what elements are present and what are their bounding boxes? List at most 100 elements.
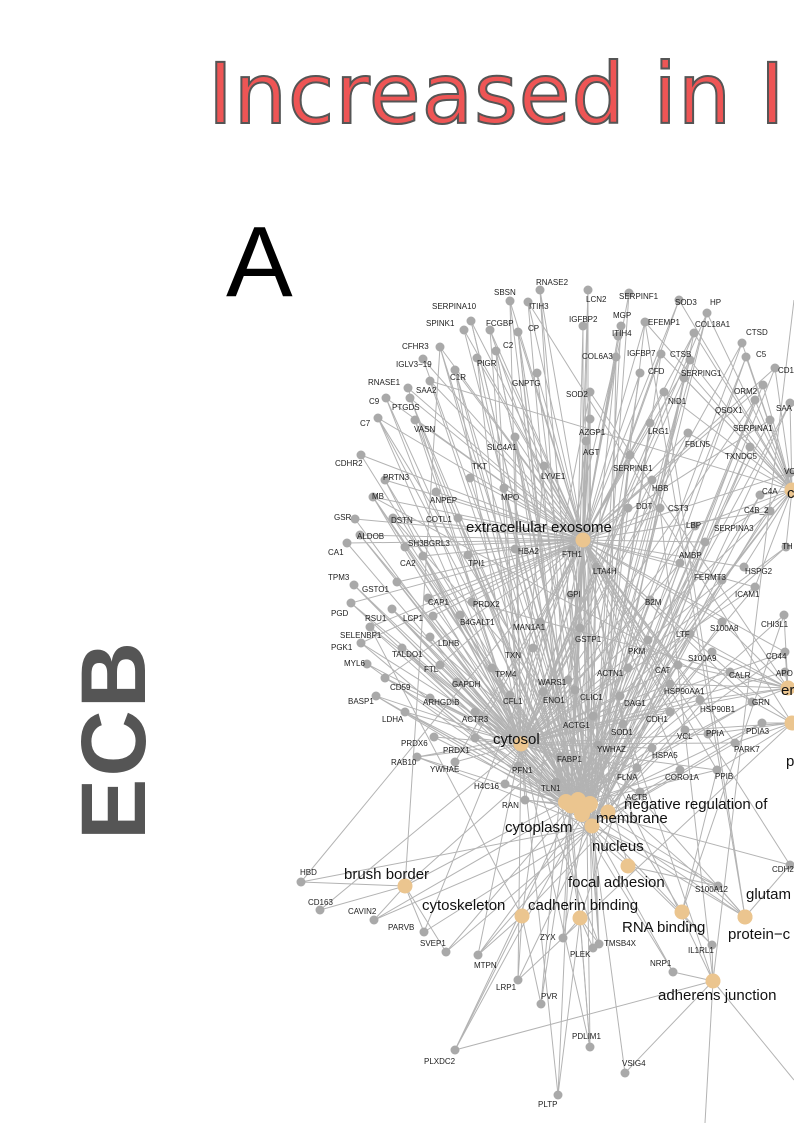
network-edge bbox=[582, 356, 617, 541]
network-edge bbox=[582, 539, 600, 945]
gene-node bbox=[535, 617, 545, 627]
gene-node bbox=[713, 881, 723, 891]
gene-label: PDLIM1 bbox=[572, 1032, 601, 1041]
network-edge bbox=[404, 539, 584, 548]
gene-label: CDH2 bbox=[772, 865, 794, 874]
gene-label: BASP1 bbox=[348, 697, 374, 706]
gene-label: PARVB bbox=[388, 923, 414, 932]
term-label: cadherin binding bbox=[528, 897, 638, 914]
network-edge bbox=[607, 711, 671, 813]
gene-label: CST3 bbox=[668, 504, 689, 513]
gene-node bbox=[583, 285, 593, 295]
gene-label: IL1RL1 bbox=[688, 946, 714, 955]
network-edge bbox=[520, 671, 786, 745]
gene-label: LBP bbox=[686, 521, 701, 530]
gene-label: VASN bbox=[414, 425, 435, 434]
network-edge bbox=[414, 419, 584, 541]
network-edge bbox=[591, 683, 671, 827]
network-edge bbox=[300, 539, 584, 883]
network-edge bbox=[570, 805, 591, 1048]
network-edge bbox=[471, 539, 584, 603]
edge-layer bbox=[300, 289, 794, 1123]
gene-label: MGP bbox=[613, 311, 631, 320]
gene-node bbox=[625, 450, 635, 460]
network-edge bbox=[454, 980, 714, 1051]
gene-node bbox=[350, 514, 360, 524]
gene-node bbox=[785, 398, 794, 408]
gene-node bbox=[342, 538, 352, 548]
network-edge bbox=[570, 667, 629, 807]
network-edge bbox=[369, 626, 523, 917]
gene-node bbox=[349, 580, 359, 590]
gene-label: LTF bbox=[676, 630, 690, 639]
gene-label: CA1 bbox=[328, 548, 344, 557]
page-title: Increased in I bbox=[207, 45, 786, 143]
network-edge bbox=[521, 791, 641, 917]
gene-node bbox=[585, 387, 595, 397]
gene-label: FTH1 bbox=[562, 550, 583, 559]
gene-label: ENO1 bbox=[543, 696, 565, 705]
network-edge bbox=[467, 539, 584, 556]
term-node-layer bbox=[397, 482, 794, 989]
gene-node bbox=[702, 308, 712, 318]
network-edge bbox=[520, 546, 787, 745]
term-node bbox=[705, 973, 721, 989]
network-edge bbox=[514, 436, 589, 807]
gene-node bbox=[315, 905, 325, 915]
network-edge bbox=[509, 694, 522, 745]
network-edge bbox=[591, 825, 719, 887]
gene-label: LCP1 bbox=[403, 614, 424, 623]
network-edge bbox=[520, 579, 723, 745]
gene-label: SERPINA3 bbox=[714, 524, 754, 533]
network-edge bbox=[582, 539, 629, 669]
gene-label: TLN1 bbox=[541, 784, 561, 793]
gene-node bbox=[467, 597, 477, 607]
gene-label: LRG1 bbox=[648, 427, 669, 436]
gene-label: FTL bbox=[424, 665, 439, 674]
gene-label: GRN bbox=[752, 698, 770, 707]
network-edge bbox=[372, 496, 522, 745]
gene-label: IGLV3−19 bbox=[396, 360, 432, 369]
network-edge bbox=[587, 356, 747, 807]
network-edge bbox=[582, 510, 771, 541]
gene-node bbox=[463, 550, 473, 560]
gene-label: S100A9 bbox=[688, 654, 717, 663]
gene-node bbox=[368, 492, 378, 502]
gene-node bbox=[703, 729, 713, 739]
term-node bbox=[674, 904, 690, 920]
gene-label: ACTG1 bbox=[563, 721, 590, 730]
term-label: cytoplasm bbox=[505, 819, 573, 836]
gene-label: TMSB4X bbox=[604, 939, 637, 948]
term-label: er bbox=[781, 682, 794, 699]
gene-label: CAT bbox=[655, 666, 671, 675]
network-edge bbox=[677, 664, 789, 689]
gene-node bbox=[611, 352, 621, 362]
gene-node bbox=[685, 629, 695, 639]
gene-label: SERPINB1 bbox=[613, 464, 653, 473]
gene-node bbox=[695, 695, 705, 705]
gene-node bbox=[575, 623, 585, 633]
network-edge bbox=[687, 432, 793, 491]
network-edge bbox=[582, 419, 771, 541]
network-edge bbox=[521, 915, 542, 1005]
network-edge bbox=[445, 805, 572, 953]
gene-label: SOD2 bbox=[566, 390, 588, 399]
network-edge bbox=[721, 621, 789, 689]
gene-node bbox=[499, 483, 509, 493]
gene-label: CHI3L1 bbox=[761, 620, 789, 629]
network-edge bbox=[582, 479, 653, 541]
network-edge bbox=[300, 881, 406, 887]
network-edge bbox=[582, 367, 776, 541]
gene-node bbox=[505, 296, 515, 306]
network-edge bbox=[570, 402, 791, 807]
network-edge bbox=[423, 539, 584, 933]
term-node bbox=[737, 909, 753, 925]
gene-label: PIGR bbox=[477, 359, 497, 368]
network-edge bbox=[491, 667, 522, 745]
gene-node bbox=[785, 468, 794, 478]
network-edge bbox=[514, 436, 584, 541]
gene-label: ITIH3 bbox=[529, 302, 549, 311]
gene-label: H4C16 bbox=[474, 782, 499, 791]
network-edge bbox=[587, 723, 624, 807]
gene-node bbox=[487, 663, 497, 673]
